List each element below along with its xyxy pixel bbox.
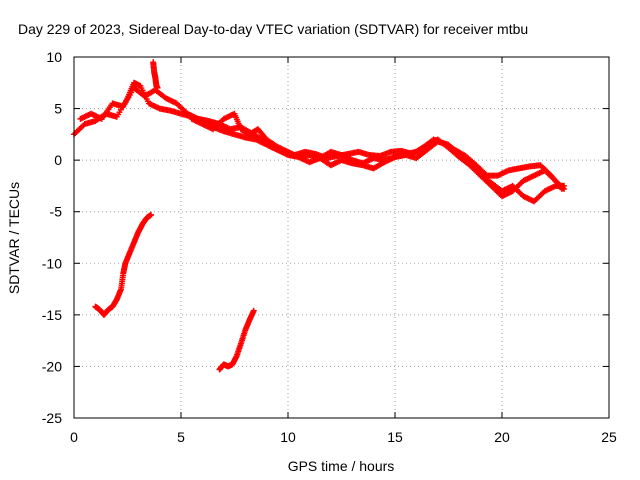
x-tick-label: 0: [70, 429, 78, 445]
y-tick-label: 10: [46, 49, 62, 65]
data-point-marker: [148, 211, 155, 218]
data-point-marker: [250, 307, 257, 314]
y-tick-label: -10: [42, 255, 62, 271]
series-arc-main-c: [188, 110, 568, 205]
axes: 0 5 10 15 20 25 -25 -20 -15 -10 -5 0 5 10: [42, 49, 617, 445]
x-tick-label: 25: [601, 429, 617, 445]
series-spike: [150, 59, 161, 91]
series-short-arc-1: [92, 211, 155, 318]
y-tick-label: -20: [42, 358, 62, 374]
plot-frame: [73, 56, 610, 419]
y-tick-label: -15: [42, 307, 62, 323]
grid-lines: [74, 57, 609, 418]
x-axis-label: GPS time / hours: [288, 458, 395, 474]
data-series: [71, 59, 568, 373]
y-tick-label: -5: [50, 204, 63, 220]
y-axis-label: SDTVAR / TECUs: [6, 182, 22, 294]
x-tick-label: 10: [280, 429, 296, 445]
data-point-marker: [154, 84, 161, 91]
series-short-arc-2: [216, 307, 257, 373]
y-tick-label: 0: [54, 152, 62, 168]
chart-title: Day 229 of 2023, Sidereal Day-to-day VTE…: [18, 21, 528, 37]
data-point-marker: [561, 182, 568, 189]
y-tick-label: -25: [42, 410, 62, 426]
x-tick-label: 5: [177, 429, 185, 445]
x-tick-label: 15: [387, 429, 403, 445]
y-tick-label: 5: [54, 101, 62, 117]
x-tick-label: 20: [494, 429, 510, 445]
